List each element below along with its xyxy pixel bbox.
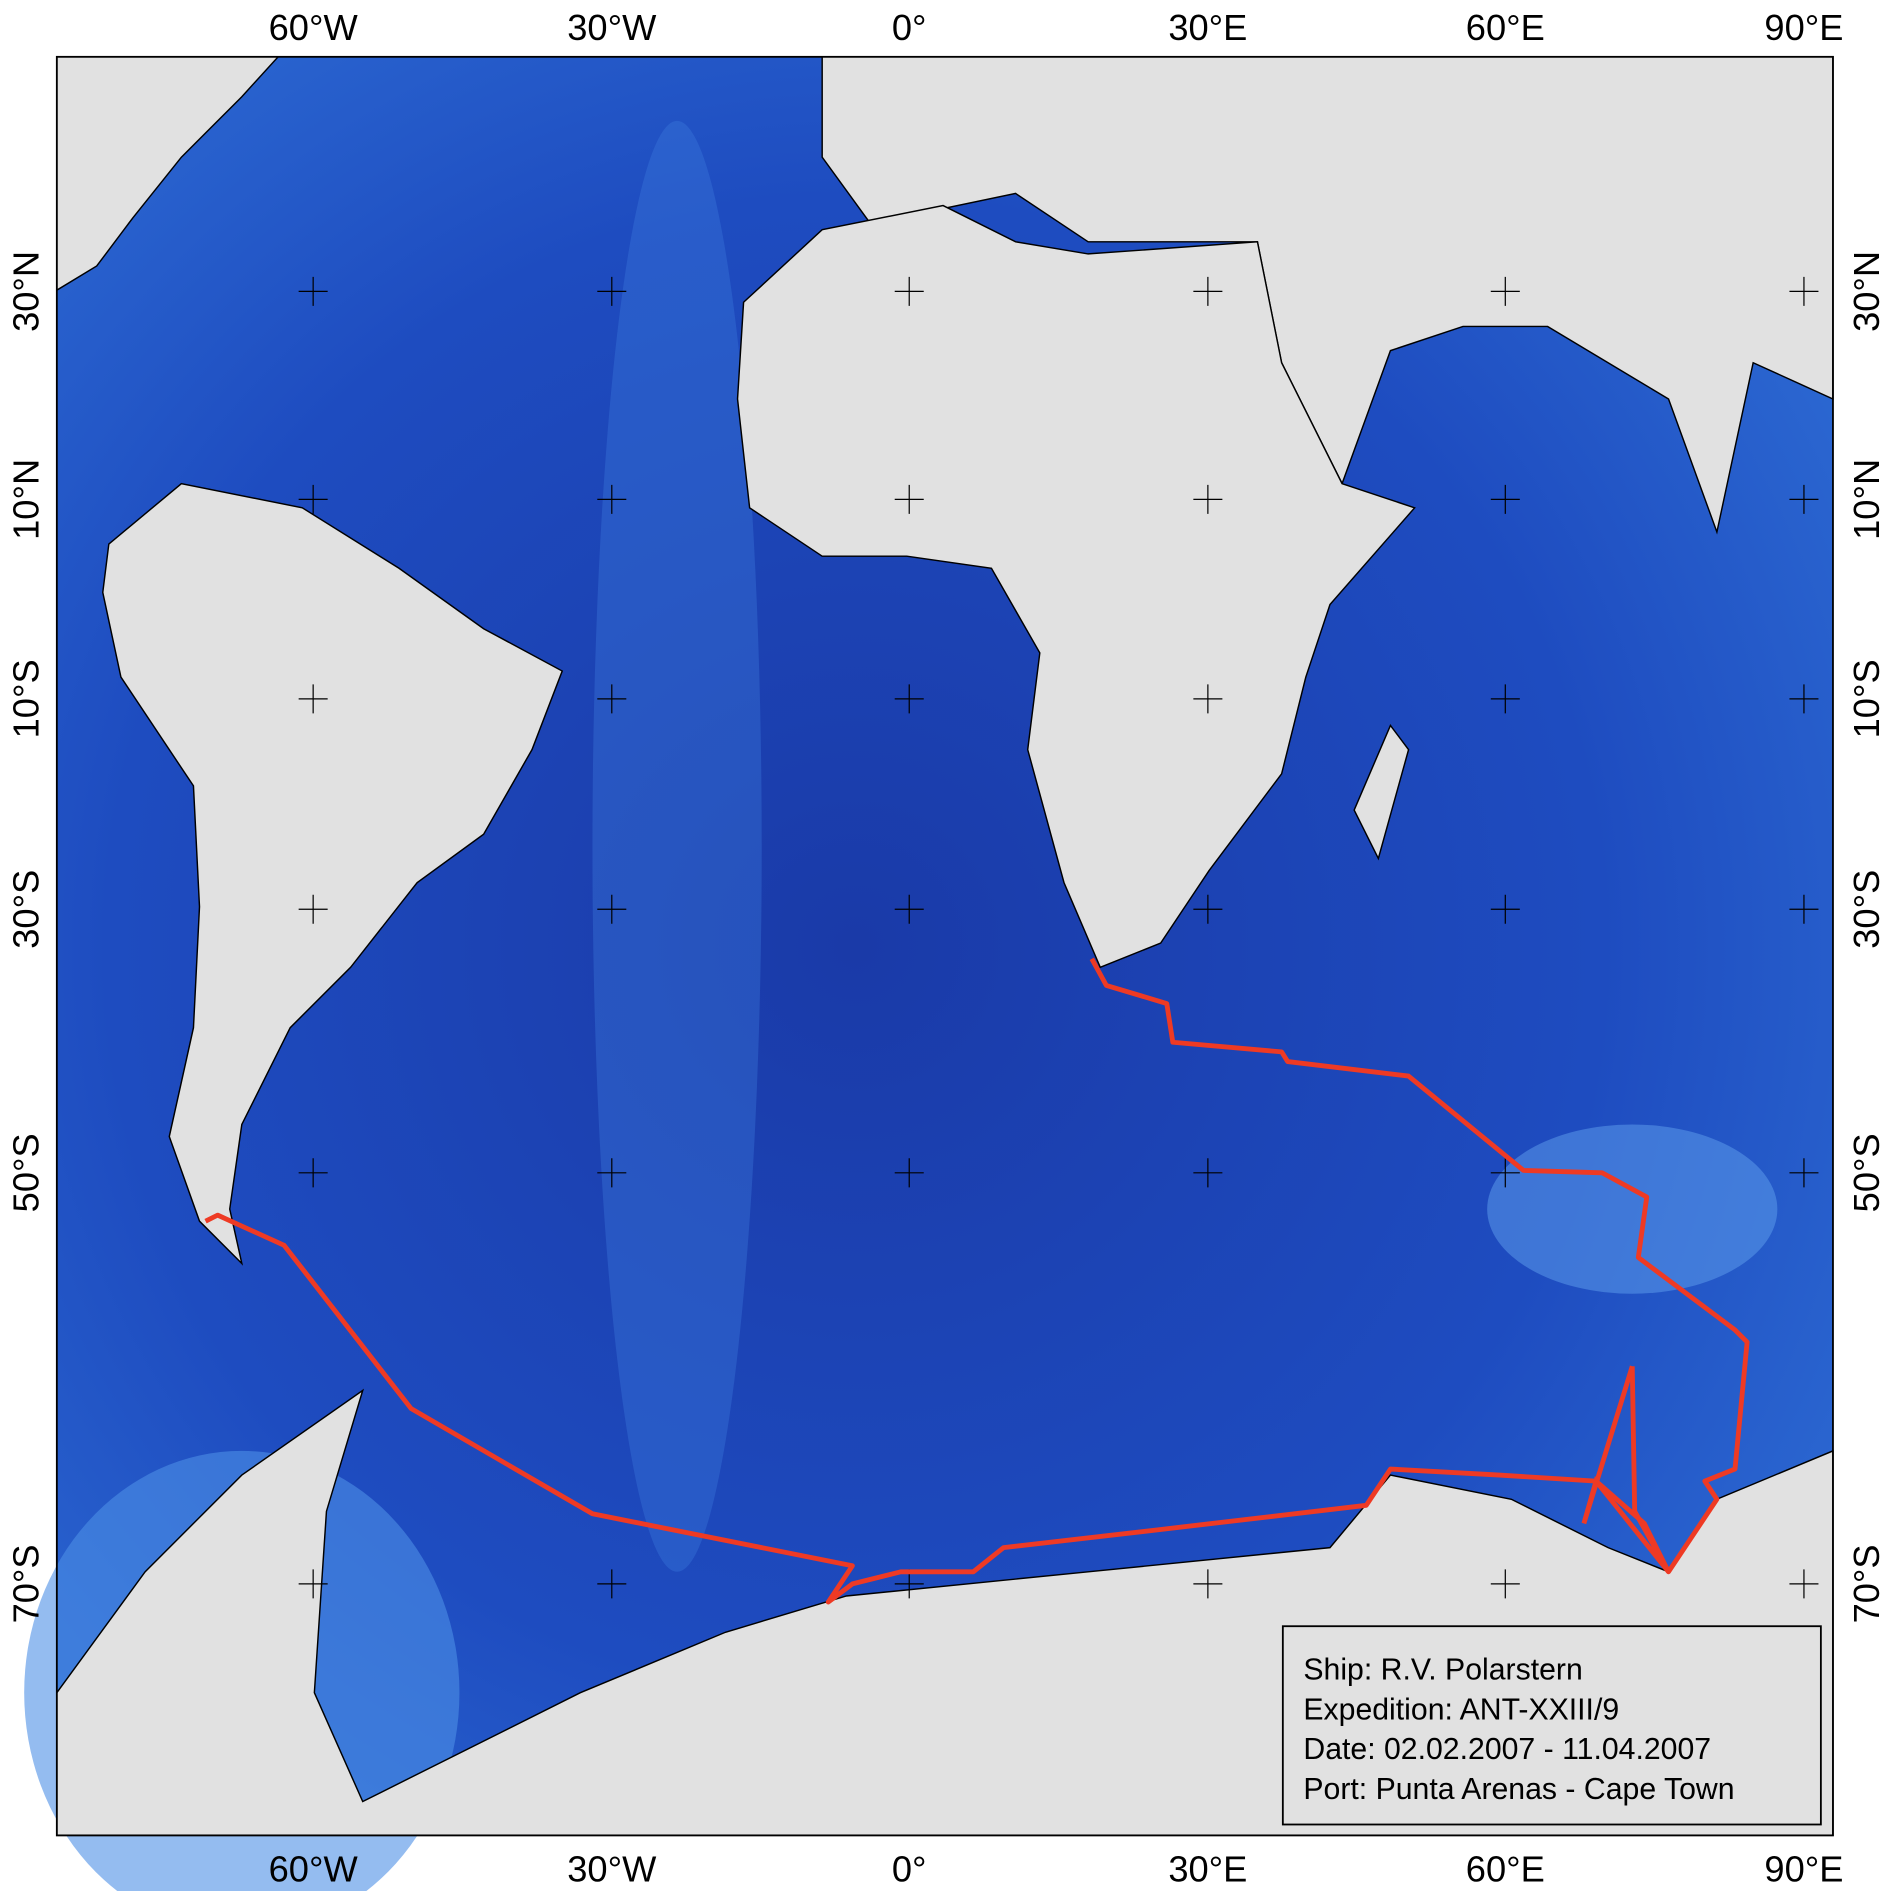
legend-line: Ship: R.V. Polarstern [1303, 1653, 1582, 1686]
longitude-label-top: 60°W [269, 7, 359, 48]
latitude-label-left: 10°S [6, 659, 47, 738]
graticule-cross [597, 894, 627, 924]
graticule-cross [597, 1158, 627, 1188]
graticule-cross [894, 484, 924, 514]
latitude-label-left: 30°S [6, 870, 47, 949]
graticule-cross [894, 276, 924, 306]
graticule-cross [1789, 1569, 1819, 1599]
graticule-cross [597, 276, 627, 306]
graticule [298, 276, 1819, 1599]
graticule-cross [1490, 276, 1520, 306]
graticule-cross [1789, 484, 1819, 514]
graticule-cross [298, 484, 328, 514]
graticule-cross [1193, 1569, 1223, 1599]
latitude-label-left: 50°S [6, 1133, 47, 1212]
longitude-label-bottom: 0° [892, 1848, 927, 1889]
latitude-label-left: 30°N [6, 251, 47, 332]
graticule-cross [298, 684, 328, 714]
graticule-cross [1193, 276, 1223, 306]
kerguelen-plateau [1487, 1124, 1778, 1294]
longitude-label-bottom: 60°W [269, 1848, 359, 1889]
graticule-cross [1193, 484, 1223, 514]
longitude-label-bottom: 30°E [1168, 1848, 1247, 1889]
graticule-cross [1490, 1158, 1520, 1188]
graticule-cross [298, 894, 328, 924]
longitude-label-bottom: 60°E [1466, 1848, 1545, 1889]
graticule-cross [894, 1158, 924, 1188]
graticule-cross [894, 684, 924, 714]
mid-ocean-ridge [592, 120, 762, 1572]
graticule-cross [1490, 1569, 1520, 1599]
longitude-label-bottom: 30°W [567, 1848, 657, 1889]
latitude-label-left: 70°S [6, 1544, 47, 1623]
graticule-cross [298, 1569, 328, 1599]
latitude-label-right: 70°S [1846, 1544, 1887, 1623]
africa [736, 204, 1416, 969]
graticule-cross [1490, 894, 1520, 924]
legend-line: Date: 02.02.2007 - 11.04.2007 [1303, 1733, 1711, 1766]
latitude-label-left: 10°N [6, 459, 47, 540]
longitude-label-top: 0° [892, 7, 927, 48]
south-america [102, 482, 564, 1266]
longitude-label-top: 60°E [1466, 7, 1545, 48]
legend-line: Port: Punta Arenas - Cape Town [1303, 1773, 1734, 1806]
madagascar [1353, 724, 1410, 861]
latitude-label-right: 30°S [1846, 870, 1887, 949]
latitude-label-right: 10°S [1846, 659, 1887, 738]
graticule-cross [1193, 1158, 1223, 1188]
eurasia [821, 56, 1834, 535]
graticule-cross [1789, 894, 1819, 924]
graticule-cross [894, 894, 924, 924]
legend-line: Expedition: ANT-XXIII/9 [1303, 1693, 1619, 1726]
graticule-cross [298, 276, 328, 306]
graticule-cross [298, 1158, 328, 1188]
latitude-label-right: 10°N [1846, 459, 1887, 540]
graticule-cross [1490, 684, 1520, 714]
graticule-cross [1789, 1158, 1819, 1188]
ship-track-branch [1581, 1365, 1671, 1574]
graticule-cross [1789, 276, 1819, 306]
graticule-cross [1193, 894, 1223, 924]
longitude-label-top: 30°W [567, 7, 657, 48]
graticule-cross [597, 684, 627, 714]
graticule-cross [1789, 684, 1819, 714]
graticule-cross [597, 1569, 627, 1599]
graticule-cross [1193, 684, 1223, 714]
graticule-cross [1490, 484, 1520, 514]
latitude-label-right: 30°N [1846, 251, 1887, 332]
legend-box [1281, 1625, 1822, 1826]
map-frame [55, 55, 1834, 1837]
longitude-label-bottom: 90°E [1764, 1848, 1843, 1889]
north-america [56, 56, 280, 292]
longitude-label-top: 30°E [1168, 7, 1247, 48]
graticule-cross [597, 484, 627, 514]
latitude-label-right: 50°S [1846, 1133, 1887, 1212]
longitude-label-top: 90°E [1764, 7, 1843, 48]
